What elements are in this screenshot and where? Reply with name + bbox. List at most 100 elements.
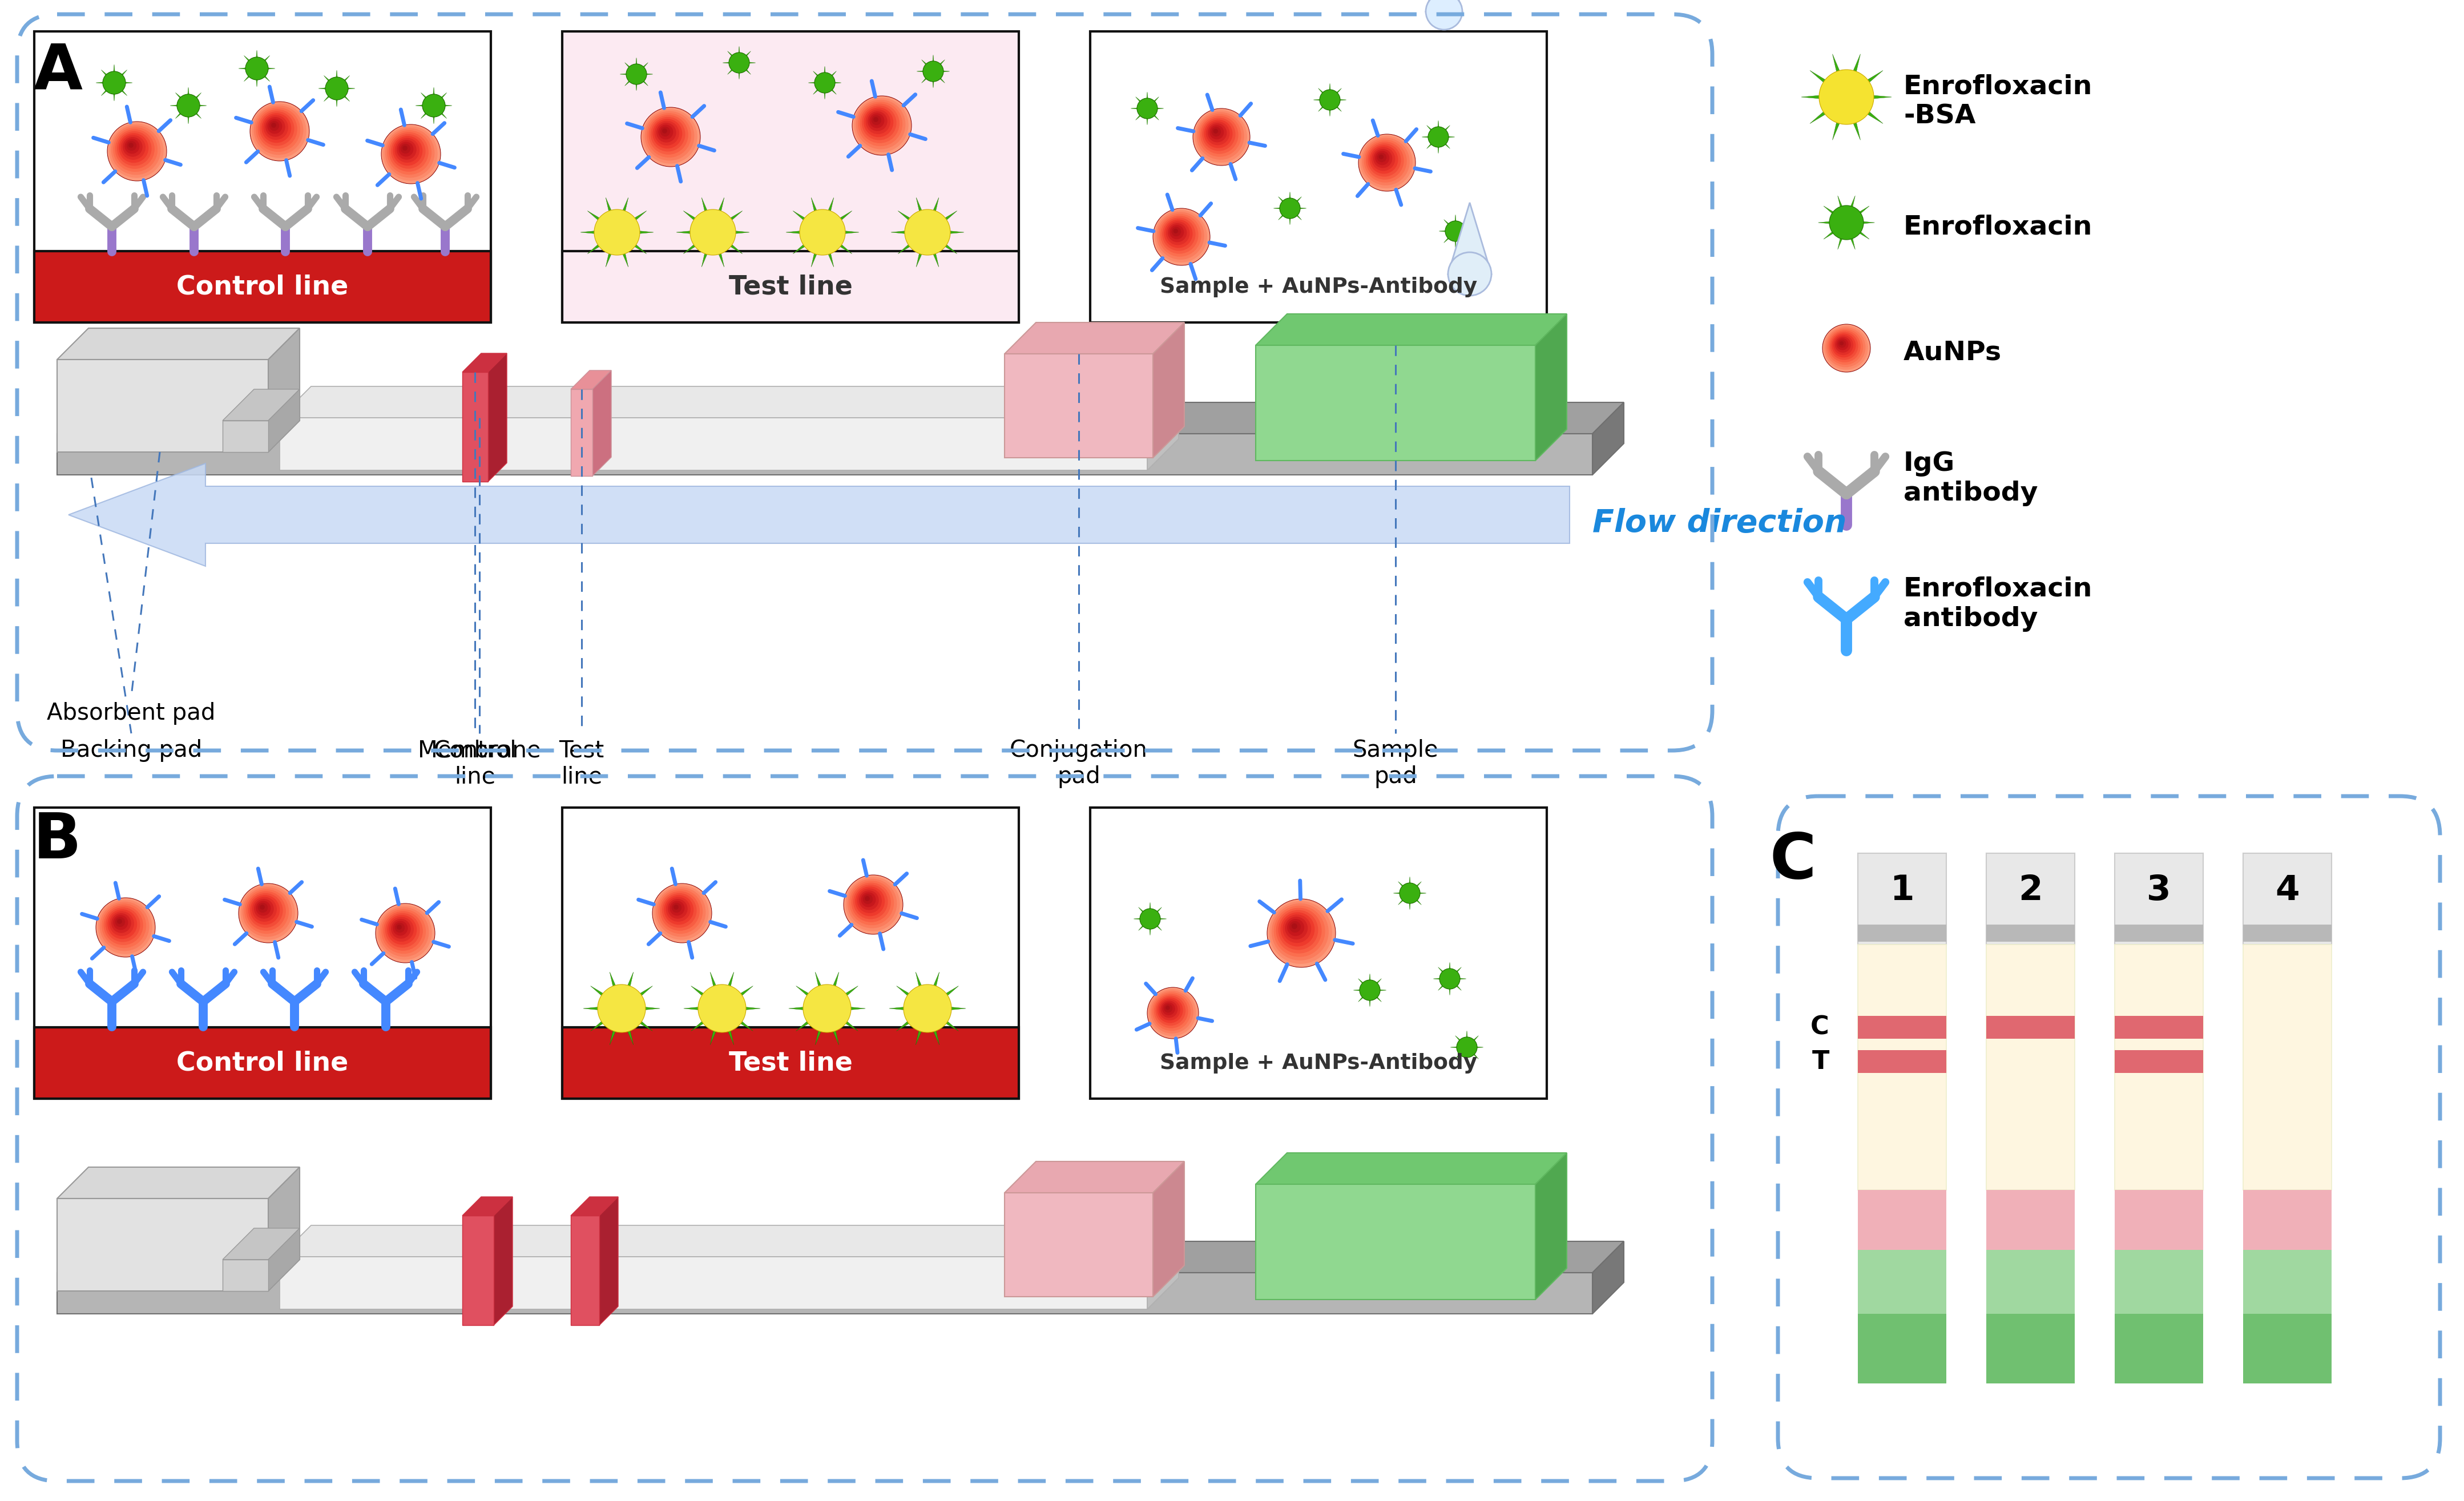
Circle shape — [1370, 146, 1397, 174]
Circle shape — [660, 892, 700, 931]
Polygon shape — [1592, 402, 1624, 474]
Polygon shape — [623, 973, 633, 997]
Polygon shape — [710, 1021, 719, 1045]
Polygon shape — [1257, 314, 1567, 345]
Circle shape — [1358, 134, 1414, 191]
Polygon shape — [623, 1021, 633, 1045]
Circle shape — [1279, 910, 1318, 950]
Circle shape — [113, 128, 158, 173]
Polygon shape — [416, 105, 429, 107]
FancyBboxPatch shape — [572, 1216, 599, 1325]
Polygon shape — [897, 986, 919, 1003]
Circle shape — [653, 884, 712, 943]
Polygon shape — [1148, 1225, 1178, 1309]
FancyBboxPatch shape — [1986, 1250, 2075, 1313]
Polygon shape — [1005, 323, 1185, 354]
Circle shape — [249, 102, 310, 161]
Circle shape — [904, 210, 951, 255]
Polygon shape — [1444, 219, 1451, 228]
Circle shape — [108, 911, 133, 937]
Polygon shape — [436, 110, 446, 119]
Circle shape — [261, 113, 291, 143]
Circle shape — [1365, 140, 1407, 183]
Polygon shape — [1858, 104, 1882, 123]
Polygon shape — [441, 105, 451, 107]
Text: Enrofloxacin
-BSA: Enrofloxacin -BSA — [1905, 74, 2092, 129]
Circle shape — [865, 110, 890, 134]
Circle shape — [872, 117, 877, 122]
Circle shape — [658, 889, 702, 934]
Circle shape — [1456, 1037, 1476, 1058]
Polygon shape — [722, 62, 734, 63]
Circle shape — [857, 102, 902, 146]
Polygon shape — [1296, 207, 1306, 209]
Polygon shape — [1456, 1051, 1464, 1058]
Polygon shape — [1392, 892, 1404, 895]
Circle shape — [870, 113, 885, 128]
Polygon shape — [828, 973, 838, 997]
Circle shape — [259, 905, 264, 910]
Polygon shape — [269, 1228, 301, 1291]
Circle shape — [96, 898, 155, 958]
Circle shape — [697, 985, 747, 1033]
Circle shape — [116, 917, 126, 928]
Polygon shape — [599, 1196, 618, 1325]
Circle shape — [251, 898, 276, 922]
Polygon shape — [222, 1228, 301, 1259]
Polygon shape — [793, 237, 813, 254]
Text: Absorbent pad: Absorbent pad — [47, 702, 214, 725]
Circle shape — [843, 875, 902, 934]
Circle shape — [1828, 206, 1863, 240]
Circle shape — [1202, 117, 1234, 152]
Polygon shape — [118, 71, 128, 80]
Circle shape — [394, 923, 404, 932]
FancyBboxPatch shape — [2114, 1051, 2203, 1073]
Polygon shape — [1535, 314, 1567, 461]
Circle shape — [599, 985, 646, 1033]
Polygon shape — [1131, 108, 1141, 110]
Circle shape — [269, 122, 278, 131]
Polygon shape — [715, 198, 724, 221]
Circle shape — [392, 137, 421, 165]
FancyBboxPatch shape — [1858, 944, 1947, 1190]
Circle shape — [865, 896, 870, 901]
Polygon shape — [436, 93, 446, 102]
Polygon shape — [96, 81, 108, 84]
Circle shape — [108, 123, 163, 179]
Circle shape — [660, 126, 670, 137]
Circle shape — [1321, 90, 1340, 110]
Circle shape — [382, 125, 441, 183]
Circle shape — [1151, 991, 1193, 1034]
Polygon shape — [1838, 231, 1846, 249]
Polygon shape — [732, 986, 754, 1003]
Polygon shape — [727, 51, 737, 60]
Circle shape — [392, 134, 426, 168]
Polygon shape — [830, 210, 853, 227]
Polygon shape — [609, 1021, 621, 1045]
Polygon shape — [744, 62, 756, 63]
Polygon shape — [1412, 896, 1422, 905]
Circle shape — [658, 125, 673, 140]
Polygon shape — [340, 92, 350, 102]
Circle shape — [1818, 69, 1873, 125]
Polygon shape — [586, 210, 609, 227]
Polygon shape — [626, 237, 646, 254]
Polygon shape — [1811, 71, 1836, 90]
FancyBboxPatch shape — [2242, 1250, 2331, 1313]
Polygon shape — [101, 71, 111, 80]
Polygon shape — [621, 74, 631, 75]
FancyBboxPatch shape — [57, 360, 269, 452]
Polygon shape — [264, 68, 276, 69]
Polygon shape — [1427, 126, 1434, 134]
Circle shape — [402, 144, 411, 153]
Circle shape — [1429, 126, 1449, 147]
Text: Test line: Test line — [729, 1051, 853, 1076]
Polygon shape — [890, 1006, 914, 1010]
Circle shape — [103, 72, 126, 95]
Polygon shape — [192, 110, 202, 119]
Polygon shape — [1353, 989, 1365, 991]
FancyBboxPatch shape — [463, 372, 488, 482]
Text: 1: 1 — [1890, 874, 1915, 907]
Circle shape — [857, 889, 882, 913]
Circle shape — [673, 902, 683, 913]
